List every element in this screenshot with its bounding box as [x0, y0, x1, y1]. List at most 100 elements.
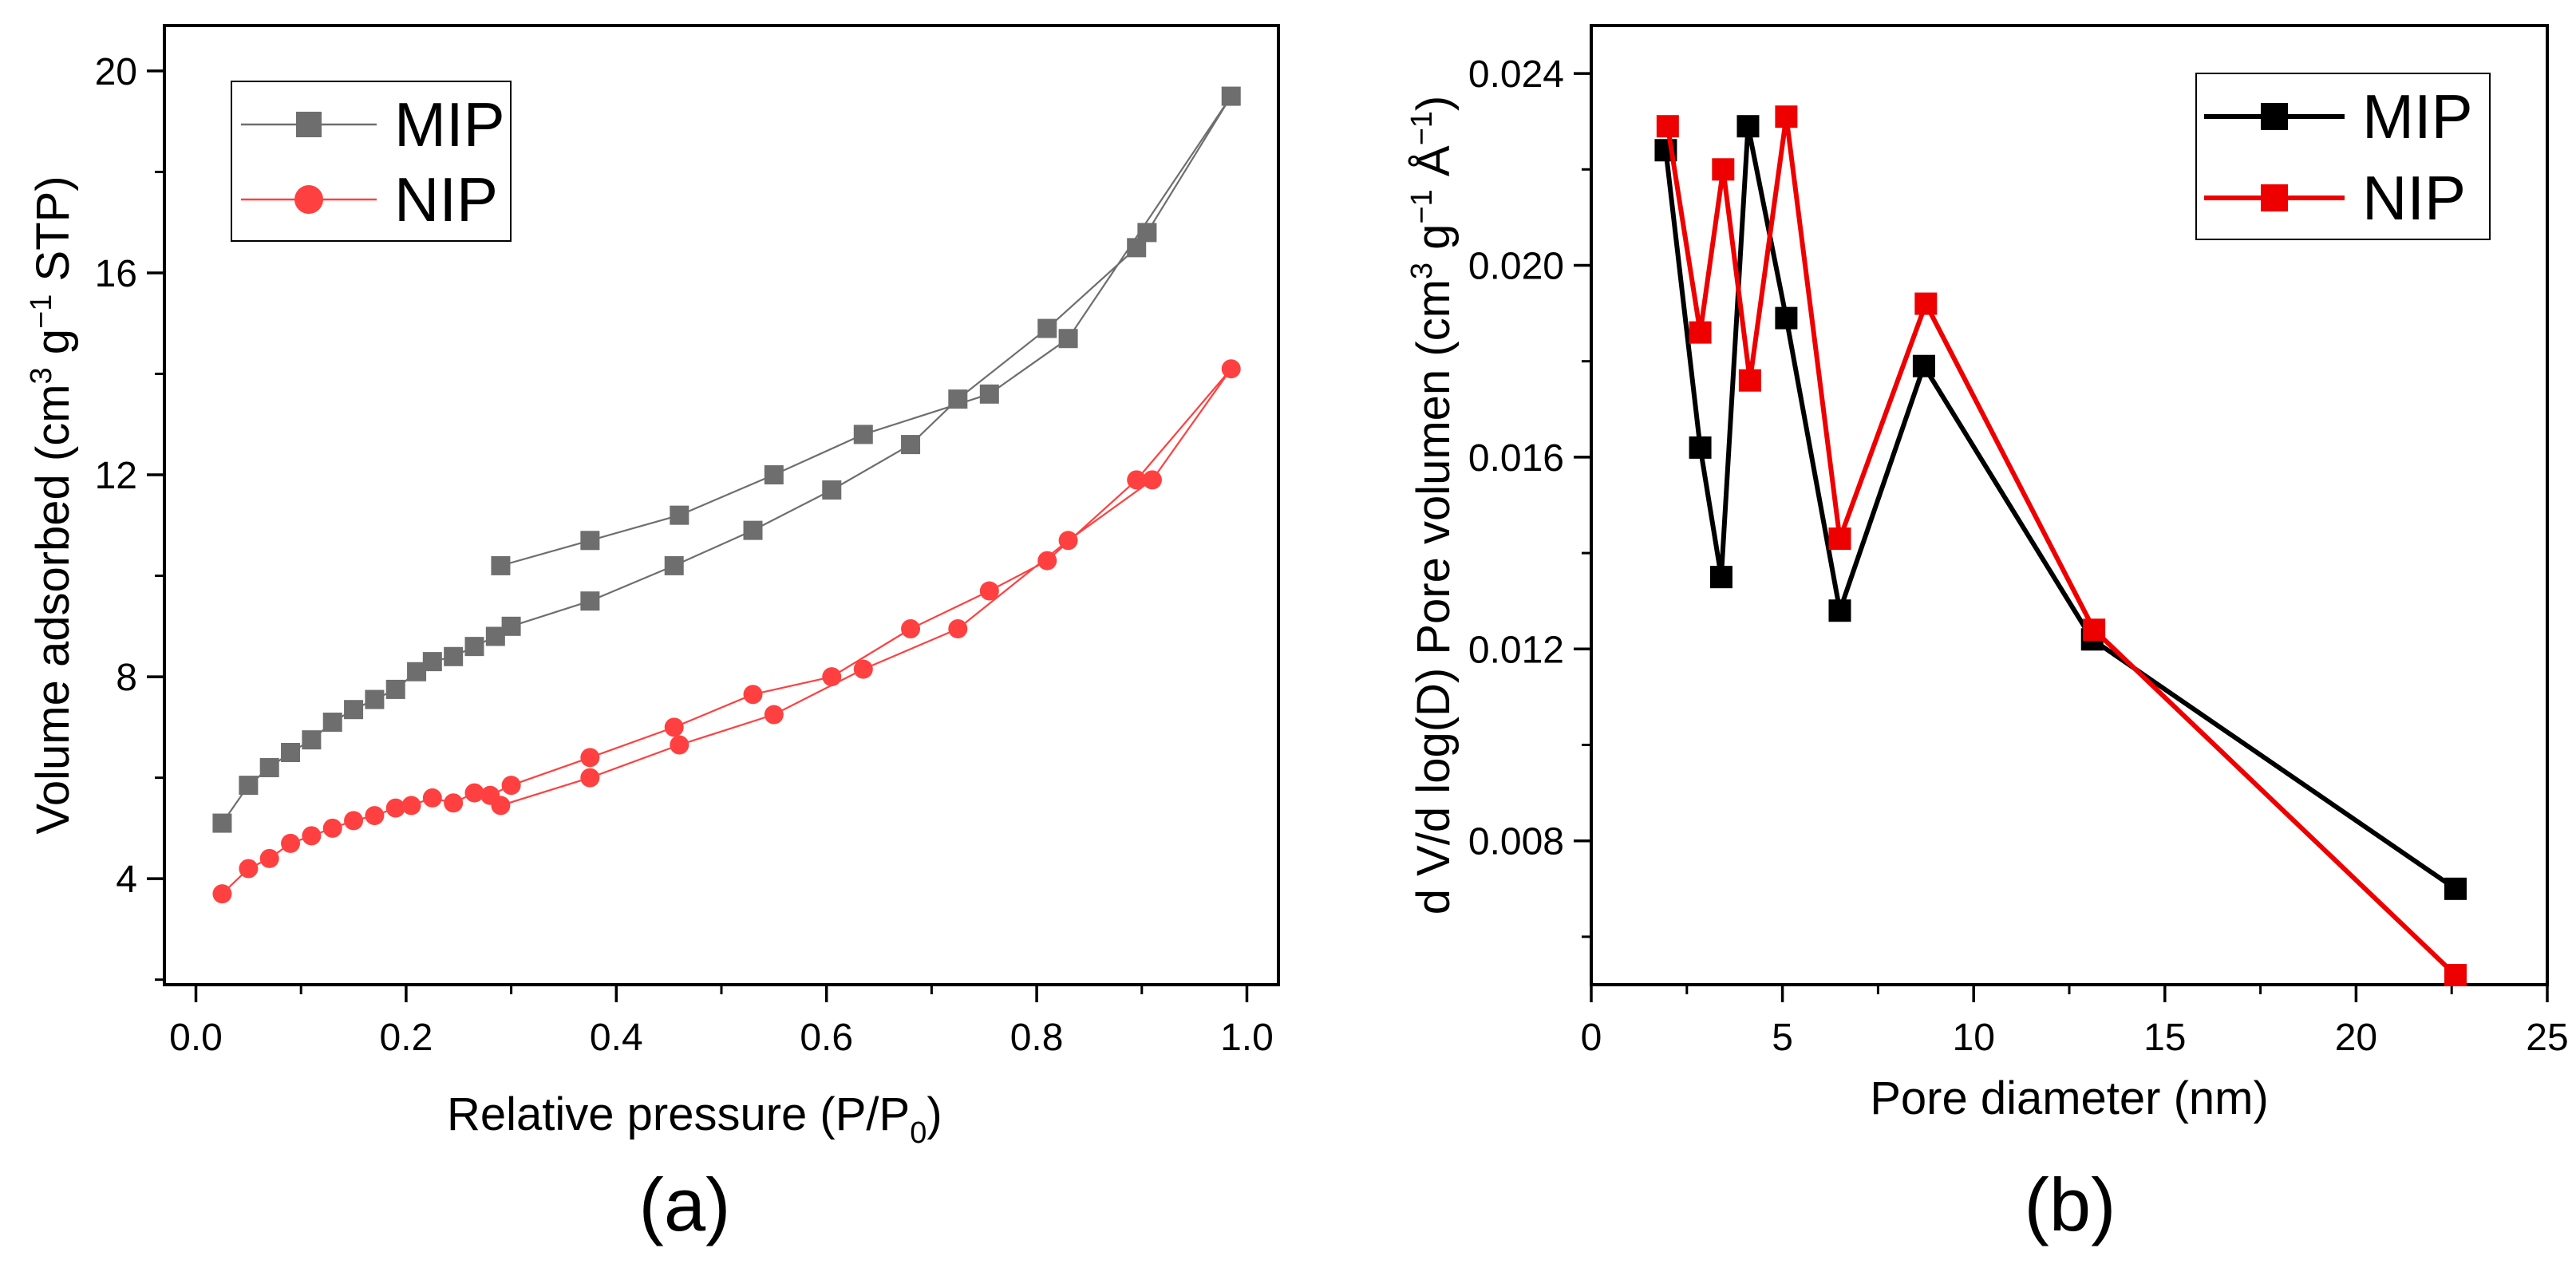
chart-a-mip-point: [1037, 318, 1057, 338]
chart-b-nip-point: [2444, 963, 2467, 986]
chart-a-mip-point: [407, 662, 427, 681]
chart-a-mip-point: [670, 505, 689, 525]
chart-a-nip-point: [385, 798, 405, 818]
chart-a-nip-point: [948, 618, 968, 638]
chart-a-y-tick-label: 20: [95, 51, 137, 93]
chart-a-nip-point: [491, 796, 511, 816]
chart-b-x-tick-label: 10: [1953, 1017, 1995, 1059]
chart-a-mip-point: [239, 776, 259, 796]
chart-a-mip-point: [212, 813, 232, 833]
chart-b-nip-point: [1689, 321, 1712, 344]
chart-a-nip-point: [464, 783, 484, 803]
chart-a-nip-point: [344, 811, 364, 831]
chart-b-x-tick-label: 5: [1772, 1017, 1793, 1059]
chart-a-legend-mip-marker: [296, 112, 322, 137]
chart-b: 0 5 10 15 20 25 0.008 0.012 0.016 0.020 0.024 MIP…: [1405, 24, 2569, 1246]
chart-b-nip-point: [1712, 158, 1735, 181]
chart-b-y-ticks: 0.008 0.012 0.016 0.020 0.024: [1468, 53, 1591, 938]
chart-a-nip-point: [259, 848, 279, 868]
chart-b-nip-point: [1828, 527, 1851, 551]
chart-b-nip-point: [1656, 115, 1679, 138]
chart-b-x-tick-label: 15: [2143, 1017, 2186, 1059]
chart-a-nip-point: [212, 884, 232, 904]
chart-a-x-tick-label: 0.0: [169, 1017, 223, 1059]
chart-b-series-nip-line: [1665, 114, 2458, 978]
chart-b-legend-mip-marker: [2261, 103, 2288, 130]
chart-a-mip-point: [1221, 86, 1241, 106]
chart-a-mip-point: [464, 637, 484, 657]
chart-a-x-tick-label: 0.4: [590, 1017, 643, 1059]
chart-b-nip-point: [1738, 369, 1761, 392]
chart-b-mip-point: [1912, 354, 1935, 377]
chart-b-legend-mip-label: MIP: [2362, 81, 2473, 152]
chart-a-mip-point: [853, 425, 873, 444]
chart-b-y-tick-label: 0.016: [1468, 437, 1564, 480]
chart-a-mip-point: [444, 646, 464, 666]
chart-b-mip-point: [1689, 436, 1712, 459]
chart-b-mip-point: [2444, 877, 2467, 900]
chart-a-nip-point: [743, 685, 763, 705]
chart-a-nip-point: [422, 788, 442, 808]
chart-b-nip-point: [2083, 618, 2106, 642]
chart-a-mip-point: [302, 730, 322, 750]
chart-a-mip-point: [1058, 329, 1078, 349]
chart-a-nip-point: [901, 618, 921, 638]
chart-a: 0.0 0.2 0.4 0.6 0.8 1.0 4 8 12 16 20 MIP NIP Rela…: [25, 24, 1280, 1246]
chart-b-y-tick-label: 0.012: [1468, 629, 1564, 671]
chart-a-mip-point: [948, 389, 968, 409]
chart-b-mip-point: [1736, 115, 1760, 138]
chart-a-y-axis-title: Volume adsorbed (cm3 g−1 STP): [25, 176, 79, 834]
chart-b-nip-point: [1914, 292, 1938, 315]
chart-b-mip-point: [1775, 306, 1798, 330]
chart-a-panel-label: (a): [639, 1163, 731, 1246]
chart-a-x-ticks: 0.0 0.2 0.4 0.6 0.8 1.0: [169, 985, 1274, 1059]
chart-a-nip-point: [853, 659, 873, 679]
chart-a-mip-point: [901, 435, 921, 455]
chart-a-nip-point: [664, 717, 684, 737]
chart-a-legend-box: [231, 81, 512, 242]
chart-b-y-tick-label: 0.020: [1468, 246, 1564, 288]
chart-b-nip-point: [1775, 105, 1798, 128]
chart-a-nip-point: [365, 806, 385, 826]
chart-b-y-tick-label: 0.008: [1468, 821, 1564, 863]
chart-a-nip-point: [1058, 531, 1078, 551]
chart-a-mip-point: [580, 531, 600, 551]
chart-b-series-mip-line: [1663, 124, 2457, 891]
chart-a-legend-nip-label: NIP: [394, 164, 498, 235]
chart-a-nip-point: [764, 705, 784, 725]
chart-a-nip-point: [1142, 470, 1162, 490]
chart-a-mip-point: [664, 555, 684, 575]
chart-a-legend: MIP NIP: [231, 81, 512, 242]
chart-a-mip-point: [385, 679, 405, 699]
chart-a-y-tick-label: 12: [95, 455, 137, 497]
chart-a-nip-point: [1221, 359, 1241, 379]
chart-a-mip-point: [259, 757, 279, 777]
chart-b-mip-point: [1709, 566, 1732, 589]
chart-b-x-ticks: 0 5 10 15 20 25: [1581, 985, 2569, 1059]
chart-b-legend: MIP NIP: [2195, 73, 2491, 240]
chart-a-mip-point: [281, 742, 301, 762]
chart-b-x-tick-label: 0: [1581, 1017, 1602, 1059]
chart-a-mip-point: [1137, 223, 1157, 243]
chart-a-mip-point: [491, 555, 511, 575]
chart-a-mip-point: [422, 652, 442, 672]
chart-a-x-tick-label: 0.8: [1010, 1017, 1064, 1059]
chart-b-series: [1654, 105, 2467, 986]
chart-a-nip-point: [670, 735, 689, 755]
chart-a-mip-point: [822, 480, 842, 500]
chart-a-series: [212, 86, 1241, 904]
chart-a-nip-point: [1037, 551, 1057, 571]
chart-b-x-tick-label: 20: [2335, 1017, 2377, 1059]
chart-a-nip-point: [501, 776, 521, 796]
chart-a-nip-point: [822, 667, 842, 687]
chart-a-legend-mip-label: MIP: [394, 89, 505, 160]
chart-a-mip-point: [979, 384, 999, 404]
chart-a-nip-point: [1127, 470, 1147, 490]
chart-a-x-axis-title: Relative pressure (P/P0): [447, 1088, 942, 1150]
chart-b-y-tick-label: 0.024: [1468, 53, 1564, 96]
chart-b-legend-nip-label: NIP: [2362, 163, 2466, 233]
chart-a-nip-point: [302, 826, 322, 846]
chart-a-mip-point: [501, 616, 521, 636]
chart-a-mip-point: [764, 465, 784, 485]
